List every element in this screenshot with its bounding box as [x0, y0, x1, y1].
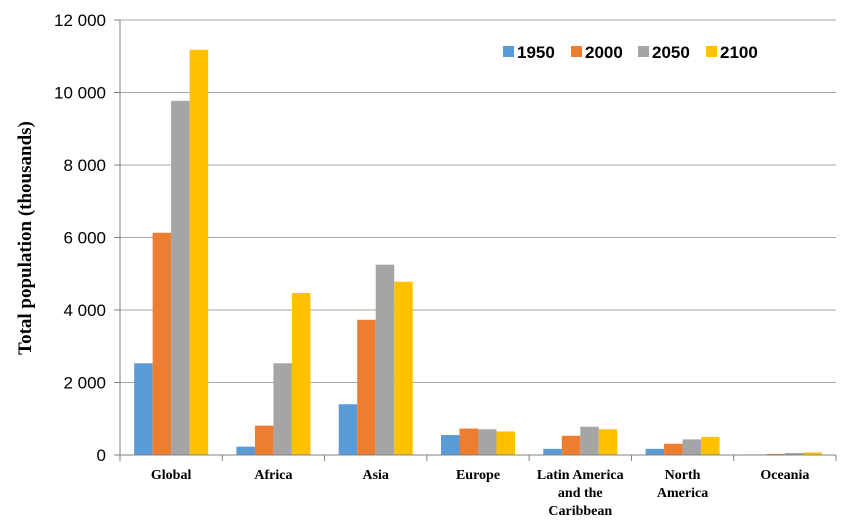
bar-1950 [236, 446, 255, 455]
bar-2000 [152, 232, 172, 455]
x-tick-label: Oceania [760, 468, 809, 483]
bar-2100 [394, 281, 413, 455]
x-tick-labels: Global Africa Asia Europe Latin America and t… [151, 468, 809, 519]
x-tick-label: and the [558, 486, 603, 501]
y-axis-label: Total population (thousands) [15, 121, 36, 355]
bar-2000 [459, 428, 478, 455]
legend-label-1950: 1950 [517, 43, 555, 62]
bar-2000 [766, 453, 785, 455]
x-tick-label: America [657, 486, 708, 501]
legend: 1950 2000 2050 2100 [503, 43, 758, 62]
bar-2050 [580, 426, 599, 455]
bar-2000 [254, 425, 274, 455]
bar-2000 [664, 443, 683, 455]
bar-2100 [598, 429, 618, 455]
legend-label-2000: 2000 [585, 43, 623, 62]
legend-label-2100: 2100 [720, 43, 758, 62]
bar-1950 [338, 404, 358, 455]
bar-2100 [189, 49, 209, 455]
axes [119, 20, 837, 461]
x-tick-label: Asia [362, 468, 388, 483]
bar-2100 [803, 452, 822, 455]
gridlines [114, 19, 836, 456]
y-tick-labels: 0 2 000 4 000 6 000 8 000 10 000 12 000 [54, 11, 106, 465]
y-tick-label: 4 000 [63, 301, 106, 320]
bar-1950 [441, 435, 460, 455]
bar-2050 [171, 100, 190, 456]
bar-2050 [375, 264, 395, 455]
bar-2100 [701, 436, 720, 455]
y-tick-label: 8 000 [63, 156, 106, 175]
x-tick-label: Global [151, 468, 192, 483]
x-tick-label: Europe [456, 468, 500, 483]
bar-2100 [496, 431, 515, 455]
y-tick-label: 2 000 [63, 374, 106, 393]
bar-2050 [784, 453, 804, 455]
x-tick-label: North [665, 468, 701, 483]
y-tick-label: 10 000 [54, 84, 106, 103]
x-tick-label: Caribbean [548, 504, 612, 519]
bar-1950 [134, 363, 153, 455]
legend-swatch-2000 [571, 46, 582, 57]
bars [134, 49, 822, 456]
bar-1950 [543, 448, 562, 455]
y-tick-label: 0 [97, 446, 106, 465]
bar-1950 [645, 448, 665, 455]
y-tick-label: 12 000 [54, 11, 106, 30]
bar-2000 [357, 319, 376, 455]
bar-2050 [273, 363, 292, 455]
bar-2100 [291, 292, 311, 455]
x-tick-label: Latin America [537, 468, 624, 483]
legend-swatch-1950 [503, 46, 514, 57]
bar-2000 [561, 435, 581, 455]
bar-2050 [682, 439, 702, 455]
bar-2050 [478, 429, 497, 455]
legend-label-2050: 2050 [652, 43, 690, 62]
y-tick-label: 6 000 [63, 229, 106, 248]
legend-swatch-2050 [638, 46, 649, 57]
legend-swatch-2100 [706, 46, 717, 57]
x-tick-label: Africa [254, 468, 292, 483]
